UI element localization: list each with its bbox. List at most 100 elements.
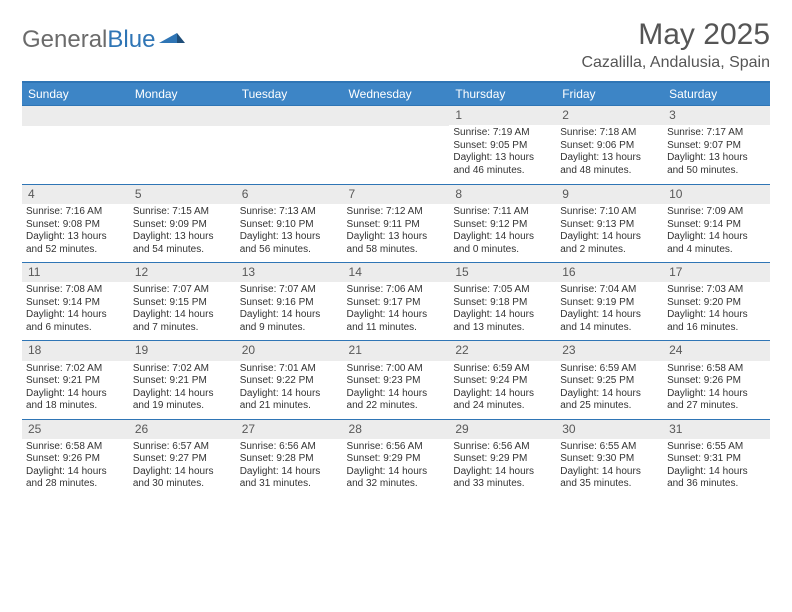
day-body: Sunrise: 7:01 AMSunset: 9:22 PMDaylight:…	[236, 361, 343, 419]
day-number: 25	[22, 420, 129, 439]
daylight-text: Daylight: 14 hours and 25 minutes.	[560, 388, 659, 413]
calendar-cell: 9Sunrise: 7:10 AMSunset: 9:13 PMDaylight…	[556, 185, 663, 263]
day-number: 20	[236, 341, 343, 360]
calendar-cell: 11Sunrise: 7:08 AMSunset: 9:14 PMDayligh…	[22, 263, 129, 341]
calendar-body: 1Sunrise: 7:19 AMSunset: 9:05 PMDaylight…	[22, 106, 770, 497]
daylight-text: Daylight: 14 hours and 27 minutes.	[667, 388, 766, 413]
sunset-text: Sunset: 9:29 PM	[453, 453, 552, 466]
day-number: 10	[663, 185, 770, 204]
sunrise-text: Sunrise: 7:02 AM	[26, 363, 125, 376]
day-number: 7	[343, 185, 450, 204]
sunset-text: Sunset: 9:09 PM	[133, 219, 232, 232]
sunrise-text: Sunrise: 7:18 AM	[560, 127, 659, 140]
day-body: Sunrise: 7:03 AMSunset: 9:20 PMDaylight:…	[663, 282, 770, 340]
day-number: 22	[449, 341, 556, 360]
sunrise-text: Sunrise: 7:07 AM	[240, 284, 339, 297]
day-body	[236, 126, 343, 184]
daylight-text: Daylight: 14 hours and 31 minutes.	[240, 466, 339, 491]
calendar-cell: 31Sunrise: 6:55 AMSunset: 9:31 PMDayligh…	[663, 419, 770, 497]
logo-text-1: General	[22, 26, 107, 54]
day-body: Sunrise: 7:07 AMSunset: 9:15 PMDaylight:…	[129, 282, 236, 340]
logo-mark-icon	[159, 26, 185, 54]
day-body: Sunrise: 7:18 AMSunset: 9:06 PMDaylight:…	[556, 125, 663, 183]
calendar-cell: 13Sunrise: 7:07 AMSunset: 9:16 PMDayligh…	[236, 263, 343, 341]
day-number: 8	[449, 185, 556, 204]
daylight-text: Daylight: 14 hours and 19 minutes.	[133, 388, 232, 413]
day-body: Sunrise: 7:05 AMSunset: 9:18 PMDaylight:…	[449, 282, 556, 340]
sunset-text: Sunset: 9:30 PM	[560, 453, 659, 466]
logo-text-2: Blue	[107, 26, 155, 54]
sunset-text: Sunset: 9:13 PM	[560, 219, 659, 232]
header: GeneralBlue May 2025 Cazalilla, Andalusi…	[22, 18, 770, 75]
sunrise-text: Sunrise: 6:59 AM	[560, 363, 659, 376]
day-number: 17	[663, 263, 770, 282]
sunrise-text: Sunrise: 7:09 AM	[667, 206, 766, 219]
sunset-text: Sunset: 9:20 PM	[667, 297, 766, 310]
calendar-cell: 8Sunrise: 7:11 AMSunset: 9:12 PMDaylight…	[449, 185, 556, 263]
empty-day	[22, 106, 129, 126]
weekday-header: Friday	[556, 83, 663, 106]
daylight-text: Daylight: 14 hours and 4 minutes.	[667, 231, 766, 256]
calendar-cell: 23Sunrise: 6:59 AMSunset: 9:25 PMDayligh…	[556, 341, 663, 419]
calendar-cell: 20Sunrise: 7:01 AMSunset: 9:22 PMDayligh…	[236, 341, 343, 419]
sunset-text: Sunset: 9:16 PM	[240, 297, 339, 310]
calendar-week: 18Sunrise: 7:02 AMSunset: 9:21 PMDayligh…	[22, 341, 770, 419]
sunrise-text: Sunrise: 6:56 AM	[347, 441, 446, 454]
calendar-cell: 19Sunrise: 7:02 AMSunset: 9:21 PMDayligh…	[129, 341, 236, 419]
sunrise-text: Sunrise: 6:55 AM	[667, 441, 766, 454]
calendar-cell: 14Sunrise: 7:06 AMSunset: 9:17 PMDayligh…	[343, 263, 450, 341]
day-body: Sunrise: 7:02 AMSunset: 9:21 PMDaylight:…	[129, 361, 236, 419]
daylight-text: Daylight: 14 hours and 28 minutes.	[26, 466, 125, 491]
sunrise-text: Sunrise: 7:10 AM	[560, 206, 659, 219]
day-number: 4	[22, 185, 129, 204]
day-number: 31	[663, 420, 770, 439]
day-body: Sunrise: 7:15 AMSunset: 9:09 PMDaylight:…	[129, 204, 236, 262]
sunrise-text: Sunrise: 7:08 AM	[26, 284, 125, 297]
daylight-text: Daylight: 14 hours and 18 minutes.	[26, 388, 125, 413]
calendar-cell: 18Sunrise: 7:02 AMSunset: 9:21 PMDayligh…	[22, 341, 129, 419]
daylight-text: Daylight: 14 hours and 11 minutes.	[347, 309, 446, 334]
day-number: 29	[449, 420, 556, 439]
sunrise-text: Sunrise: 7:12 AM	[347, 206, 446, 219]
sunrise-text: Sunrise: 7:06 AM	[347, 284, 446, 297]
sunset-text: Sunset: 9:22 PM	[240, 375, 339, 388]
day-number: 5	[129, 185, 236, 204]
weekday-header: Tuesday	[236, 83, 343, 106]
sunset-text: Sunset: 9:15 PM	[133, 297, 232, 310]
daylight-text: Daylight: 14 hours and 6 minutes.	[26, 309, 125, 334]
day-number: 11	[22, 263, 129, 282]
daylight-text: Daylight: 14 hours and 33 minutes.	[453, 466, 552, 491]
daylight-text: Daylight: 13 hours and 50 minutes.	[667, 152, 766, 177]
day-body: Sunrise: 7:08 AMSunset: 9:14 PMDaylight:…	[22, 282, 129, 340]
sunrise-text: Sunrise: 6:56 AM	[453, 441, 552, 454]
weekday-row: SundayMondayTuesdayWednesdayThursdayFrid…	[22, 83, 770, 106]
day-body: Sunrise: 7:13 AMSunset: 9:10 PMDaylight:…	[236, 204, 343, 262]
sunrise-text: Sunrise: 7:00 AM	[347, 363, 446, 376]
sunset-text: Sunset: 9:19 PM	[560, 297, 659, 310]
day-body: Sunrise: 7:11 AMSunset: 9:12 PMDaylight:…	[449, 204, 556, 262]
day-body	[343, 126, 450, 184]
weekday-header: Monday	[129, 83, 236, 106]
sunrise-text: Sunrise: 6:58 AM	[26, 441, 125, 454]
sunset-text: Sunset: 9:24 PM	[453, 375, 552, 388]
day-body: Sunrise: 7:12 AMSunset: 9:11 PMDaylight:…	[343, 204, 450, 262]
sunset-text: Sunset: 9:10 PM	[240, 219, 339, 232]
calendar-cell	[22, 106, 129, 185]
day-number: 15	[449, 263, 556, 282]
day-body	[22, 126, 129, 184]
sunset-text: Sunset: 9:21 PM	[26, 375, 125, 388]
daylight-text: Daylight: 14 hours and 35 minutes.	[560, 466, 659, 491]
sunset-text: Sunset: 9:28 PM	[240, 453, 339, 466]
day-body: Sunrise: 6:59 AMSunset: 9:24 PMDaylight:…	[449, 361, 556, 419]
sunset-text: Sunset: 9:26 PM	[667, 375, 766, 388]
day-number: 1	[449, 106, 556, 125]
empty-day	[343, 106, 450, 126]
day-body: Sunrise: 7:09 AMSunset: 9:14 PMDaylight:…	[663, 204, 770, 262]
sunset-text: Sunset: 9:26 PM	[26, 453, 125, 466]
sunrise-text: Sunrise: 7:02 AM	[133, 363, 232, 376]
calendar-cell: 16Sunrise: 7:04 AMSunset: 9:19 PMDayligh…	[556, 263, 663, 341]
day-number: 23	[556, 341, 663, 360]
calendar-cell: 15Sunrise: 7:05 AMSunset: 9:18 PMDayligh…	[449, 263, 556, 341]
day-body: Sunrise: 6:55 AMSunset: 9:31 PMDaylight:…	[663, 439, 770, 497]
calendar-cell: 24Sunrise: 6:58 AMSunset: 9:26 PMDayligh…	[663, 341, 770, 419]
